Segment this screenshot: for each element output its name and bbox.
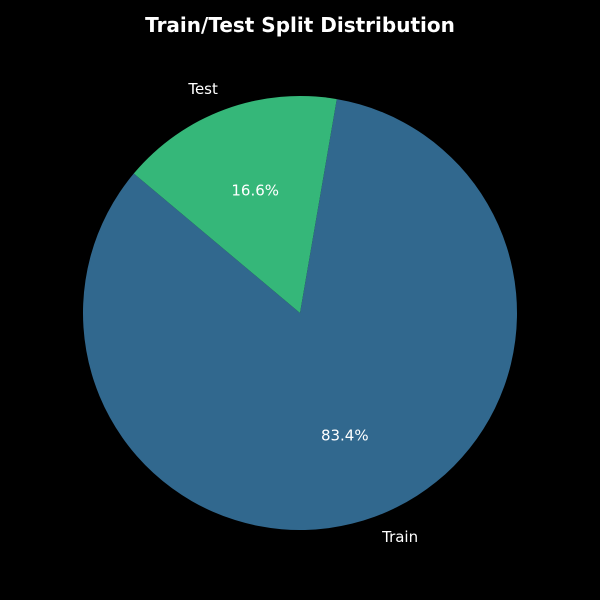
chart-title: Train/Test Split Distribution <box>145 13 455 37</box>
slice-label-test: Test <box>187 80 218 98</box>
pie-slices <box>83 96 518 531</box>
pie-slice-test <box>133 96 337 313</box>
pie-slice-train <box>83 99 518 531</box>
slice-percent-test: 16.6% <box>231 182 279 200</box>
slice-percent-train: 83.4% <box>321 426 369 444</box>
pie-labels: Train 83.4% Test 16.6% <box>187 80 418 546</box>
slice-label-train: Train <box>381 528 418 546</box>
